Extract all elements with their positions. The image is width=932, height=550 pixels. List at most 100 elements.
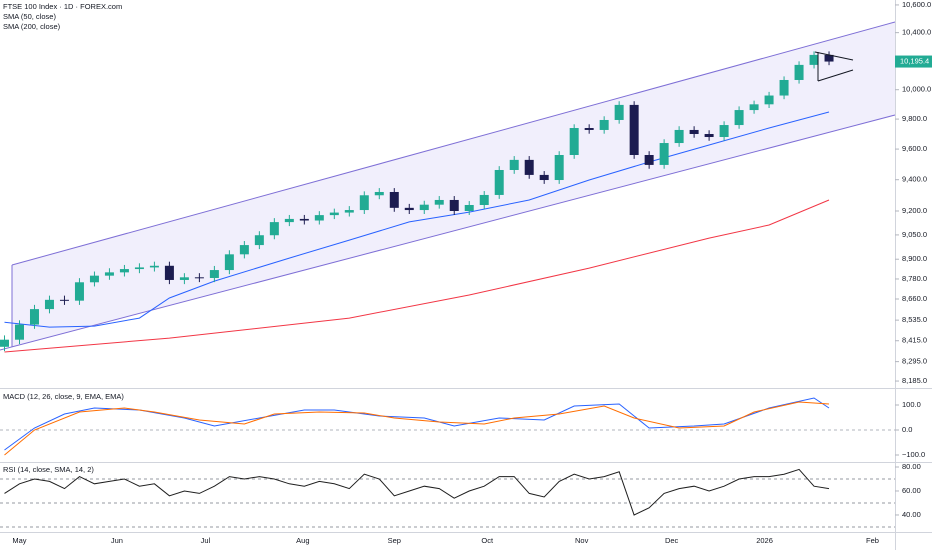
candle-body [224,254,234,271]
candle-body [794,64,804,80]
channel-top [11,21,896,266]
y-tick-label: 8,900.0 [902,254,927,263]
candle-body [74,282,84,301]
triangle-bottom [817,69,854,82]
x-tick-label: Nov [575,536,589,545]
series-line [4,401,830,456]
candle-body [134,267,144,270]
candle-body [434,199,444,205]
series-line [4,199,830,353]
triangle-top [814,51,854,61]
x-tick-label: Oct [481,536,494,545]
candle-body [149,265,159,268]
candle-body [119,269,129,273]
candle-body [719,125,729,138]
y-tick-label: 8,660.0 [902,294,927,303]
candle-body [464,204,474,211]
candle-body [479,194,489,205]
candle-body [344,210,354,213]
x-tick-label: Dec [665,536,679,545]
y-tick-label: 9,600.0 [902,144,927,153]
candle-body [194,277,204,279]
y-tick-label: 9,800.0 [902,114,927,123]
candle-body [59,299,69,301]
y-tick-label: 60.00 [902,486,921,495]
y-tick-label: 0.0 [902,425,912,434]
series-line [4,111,830,328]
candle-body [284,218,294,223]
candle-body [209,270,219,278]
y-tick-label: 8,535.0 [902,315,927,324]
y-tick-label: 9,400.0 [902,175,927,184]
candle-body [164,265,174,280]
legend-entry: SMA (200, close) [3,22,61,31]
candle-body [299,218,309,221]
candle-body [449,199,459,211]
candle-body [389,191,399,208]
candle-body [704,134,714,138]
candle-body [374,191,384,196]
candle-body [179,277,189,280]
candle-body [824,54,834,62]
candle-body [404,207,414,211]
candle-body [554,155,564,181]
candle-body [809,54,819,65]
candle-body [14,324,24,340]
y-tick-label: −100.0 [902,450,925,459]
y-tick-label: 8,185.0 [902,376,927,385]
y-tick-label: 10,400.0 [902,28,931,37]
candle-body [644,155,654,165]
y-tick-label: 8,415.0 [902,336,927,345]
y-tick-label: 8,780.0 [902,274,927,283]
candle-body [509,159,519,170]
y-tick-label: 10,600.0 [902,0,931,9]
last-price-label: 10,195.4 [900,57,929,66]
candle-body [314,215,324,221]
candle-body [689,129,699,135]
candle-body [359,195,369,211]
pane-title: RSI (14, close, SMA, 14, 2) [3,465,94,474]
candle-body [254,235,264,246]
candle-body [89,275,99,283]
candle-body [599,119,609,130]
candle-body [659,143,669,165]
candle-body [269,222,279,236]
x-tick-label: Feb [866,536,879,545]
candle-body [569,128,579,156]
candle-body [44,299,54,310]
x-tick-label: Jun [111,536,123,545]
x-tick-label: 2026 [756,536,773,545]
y-tick-label: 80.00 [902,462,921,471]
candle-body [29,309,39,325]
candle-body [104,272,114,276]
y-tick-label: 40.00 [902,510,921,519]
candle-body [734,110,744,126]
candle-body [524,159,534,175]
candle-body [749,104,759,111]
candle-body [629,104,639,156]
y-tick-label: 10,000.0 [902,85,931,94]
candle-body [584,128,594,130]
candle-body [779,79,789,96]
x-tick-label: Jul [201,536,211,545]
candle-body [539,174,549,181]
channel-bottom [0,114,896,351]
candle-body [329,212,339,216]
last-price-tag [895,55,932,68]
candle-body [764,95,774,105]
candle-body [239,245,249,255]
y-tick-label: 8,295.0 [902,357,927,366]
x-tick-label: Aug [296,536,309,545]
candle-body [674,129,684,144]
candle-body [0,339,9,347]
legend-entry: SMA (50, close) [3,12,56,21]
marks [0,51,895,528]
x-tick-label: Sep [388,536,401,545]
chart-title: FTSE 100 Index · 1D · FOREX.com [3,2,122,11]
candle-body [614,104,624,120]
y-tick-label: 9,050.0 [902,230,927,239]
candle-body [419,204,429,211]
series-line [4,397,830,451]
